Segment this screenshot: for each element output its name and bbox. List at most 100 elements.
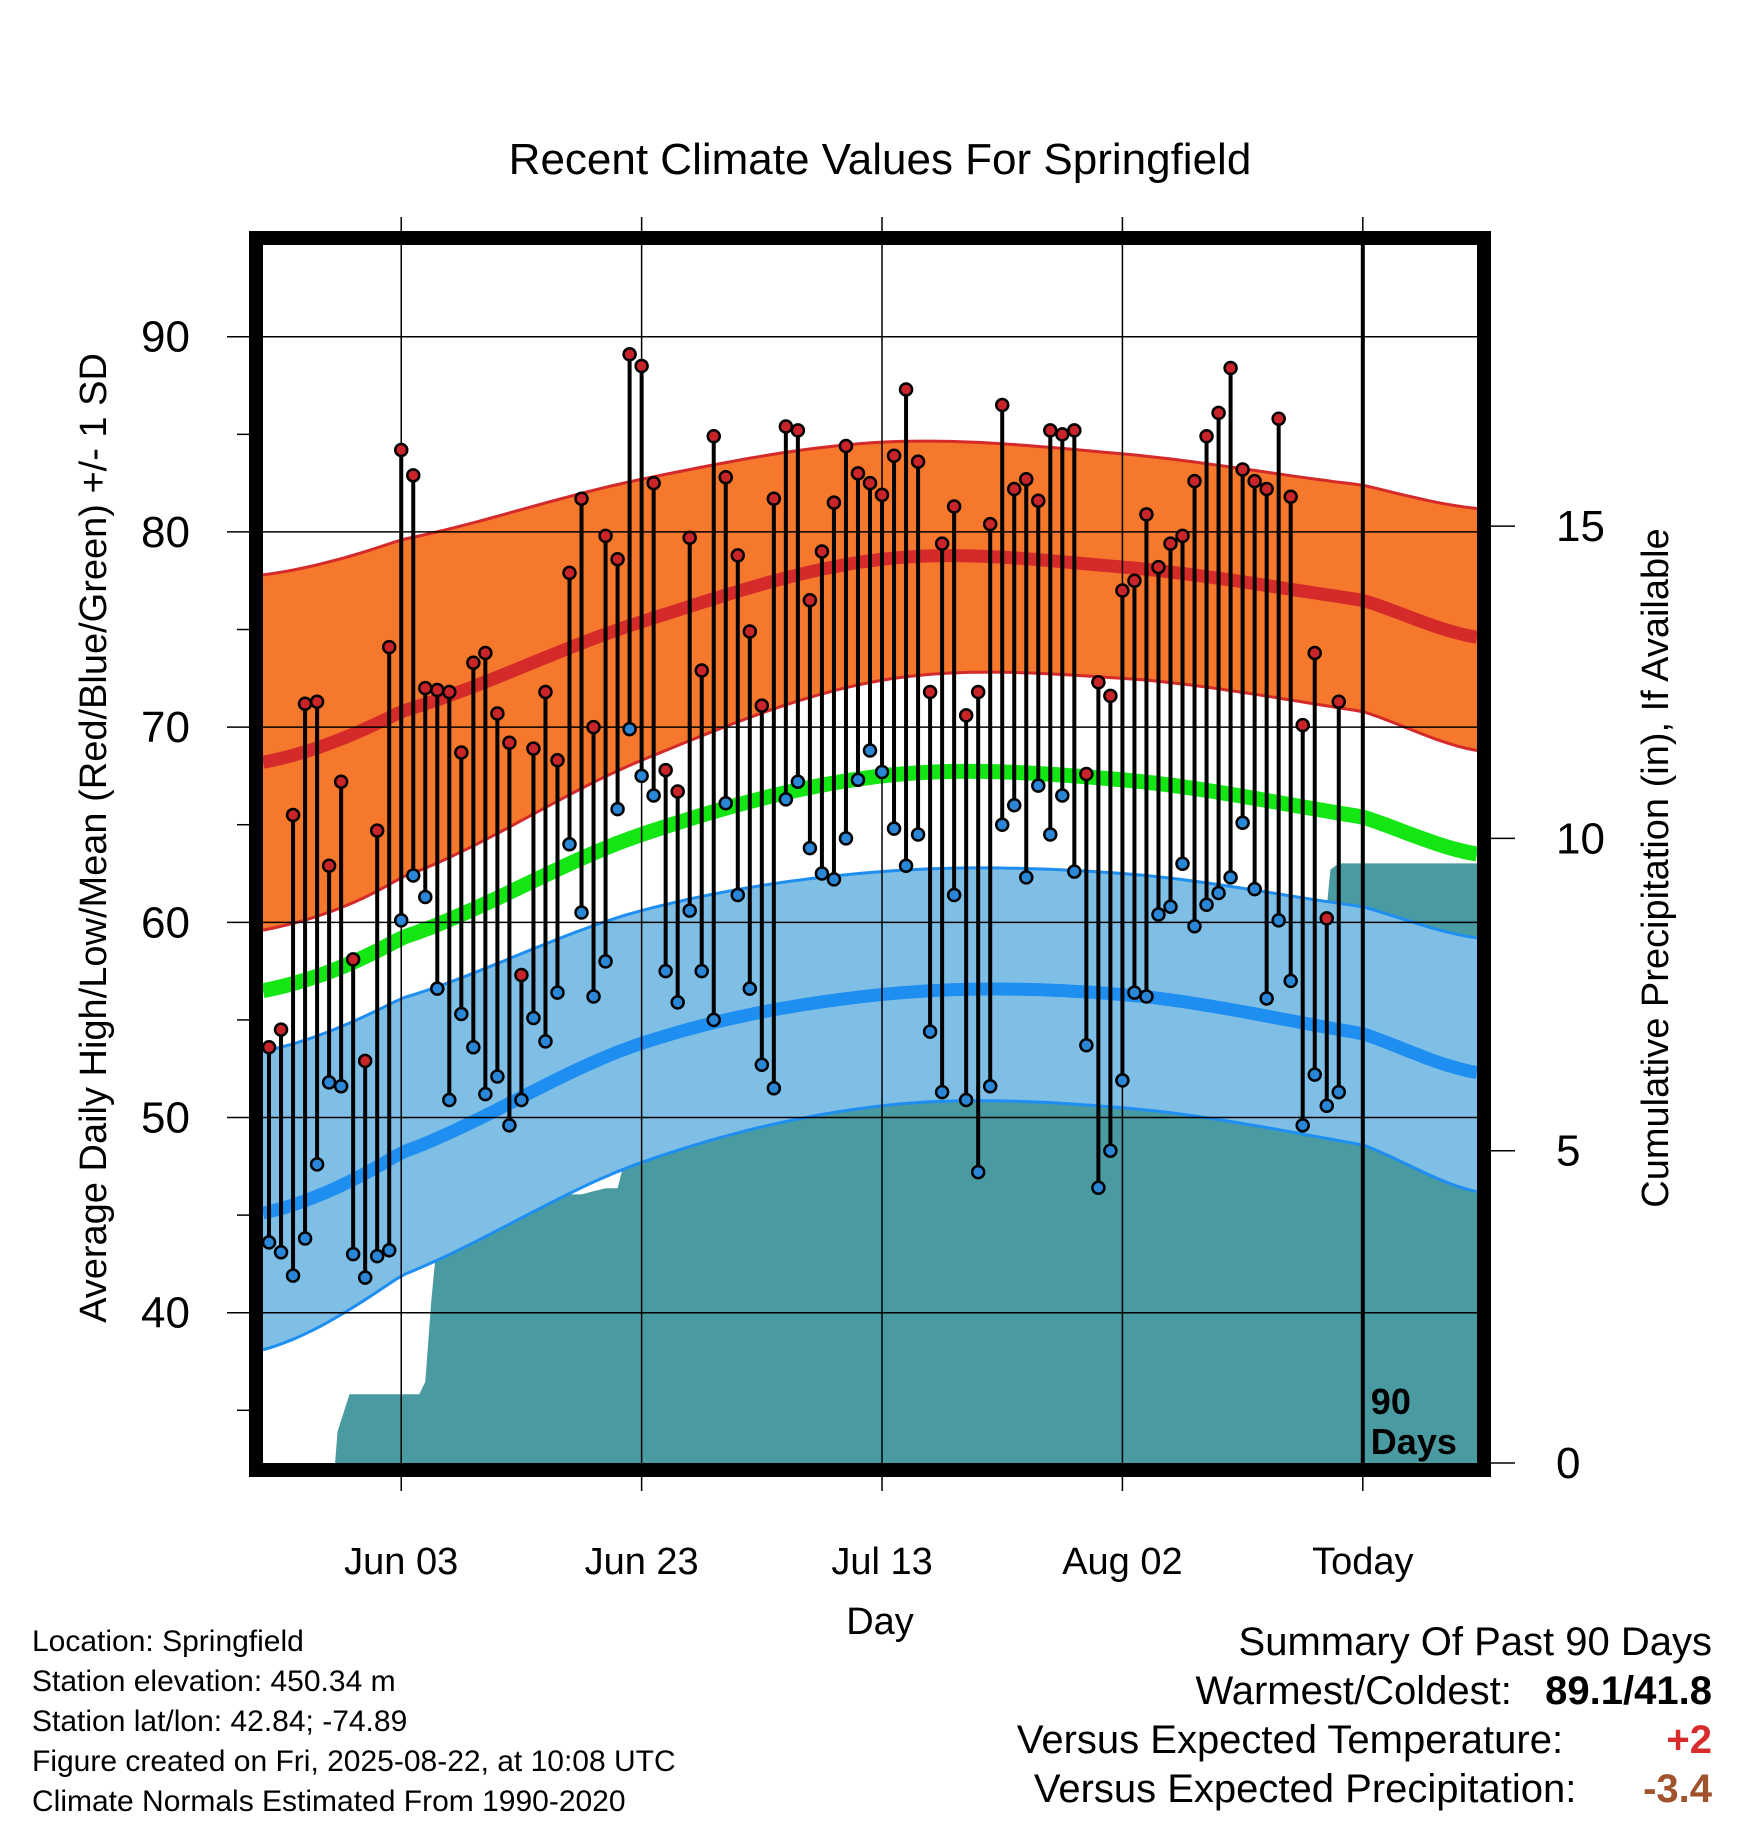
daily-high-point-54	[910, 454, 926, 469]
daily-low-point-60	[982, 1079, 998, 1094]
daily-high-point-35	[682, 530, 697, 546]
daily-high-point-43	[778, 419, 794, 434]
y-tick-label-2: 60	[141, 898, 190, 947]
daily-high-point-82	[1247, 473, 1262, 489]
daily-high-point-7	[345, 952, 361, 967]
daily-high-point-75	[1163, 536, 1178, 551]
daily-low-point-37	[706, 1012, 721, 1028]
normal-low-upper-line	[263, 866, 1477, 1053]
daily-high-point-36	[694, 663, 709, 678]
daily-low-point-81	[1235, 815, 1250, 831]
daily-high-point-76	[1175, 528, 1190, 544]
daily-low-point-77	[1187, 918, 1202, 934]
temp-value: +2	[1666, 1718, 1712, 1762]
daily-high-point-51	[874, 487, 890, 503]
today-days-number: 90	[1371, 1381, 1411, 1422]
daily-low-point-73	[1139, 989, 1154, 1004]
precip-value: -3.4	[1643, 1767, 1712, 1811]
daily-low-point-31	[634, 768, 649, 784]
daily-high-point-3	[297, 696, 313, 711]
daily-high-point-21	[514, 967, 529, 983]
daily-low-point-0	[263, 1235, 277, 1250]
daily-low-point-35	[682, 903, 697, 918]
daily-high-point-15	[442, 684, 457, 700]
daily-high-point-62	[1006, 481, 1022, 497]
daily-low-point-14	[430, 981, 445, 996]
x-tick-label-0: Jun 03	[344, 1541, 458, 1583]
daily-high-point-25	[562, 565, 577, 581]
daily-high-point-31	[634, 358, 649, 374]
daily-high-point-28	[598, 528, 613, 544]
daily-high-point-5	[321, 858, 337, 873]
daily-high-point-37	[706, 429, 721, 444]
elevation-text: Station elevation: 450.34 m	[32, 1665, 396, 1698]
normal-high-band	[263, 441, 1477, 931]
daily-high-point-68	[1079, 766, 1094, 782]
daily-high-point-19	[490, 706, 505, 721]
daily-high-point-8	[357, 1053, 373, 1069]
chart-title: Recent Climate Values For Springfield	[509, 135, 1252, 184]
daily-low-point-78	[1199, 897, 1214, 912]
daily-high-point-22	[526, 741, 541, 756]
daily-low-point-30	[622, 721, 637, 737]
daily-low-point-55	[922, 1024, 938, 1039]
y-tick-label-4: 80	[141, 508, 190, 557]
daily-high-point-65	[1043, 423, 1058, 438]
daily-high-point-50	[862, 475, 878, 491]
warm-cold-label: Warmest/Coldest:	[1195, 1669, 1512, 1713]
daily-low-point-41	[754, 1057, 770, 1073]
daily-low-point-61	[994, 817, 1010, 832]
daily-low-point-44	[790, 774, 806, 790]
daily-high-point-11	[393, 442, 409, 458]
daily-high-point-24	[550, 753, 565, 768]
daily-high-point-40	[742, 624, 758, 639]
daily-low-point-76	[1175, 856, 1190, 872]
y2-tick-label-0: 0	[1556, 1439, 1580, 1488]
x-axis-label: Day	[846, 1601, 914, 1643]
daily-high-point-16	[454, 745, 469, 760]
daily-low-point-84	[1271, 913, 1286, 928]
daily-low-point-51	[874, 764, 890, 780]
x-tick-label-4: Today	[1312, 1541, 1413, 1583]
daily-high-point-53	[898, 382, 914, 397]
y2-tick-label-2: 10	[1556, 814, 1605, 863]
daily-low-point-53	[898, 858, 914, 873]
daily-low-point-27	[586, 989, 601, 1004]
daily-low-point-12	[405, 868, 421, 883]
daily-low-point-4	[309, 1157, 325, 1172]
daily-low-point-62	[1006, 797, 1022, 813]
daily-low-point-36	[694, 963, 709, 979]
daily-low-point-56	[934, 1084, 950, 1100]
daily-high-point-67	[1067, 423, 1082, 438]
daily-low-point-75	[1163, 899, 1178, 914]
daily-high-point-18	[478, 645, 493, 661]
daily-high-point-45	[802, 593, 818, 608]
normal-high-upper-line	[263, 439, 1477, 577]
daily-high-point-78	[1199, 429, 1214, 444]
daily-high-point-56	[934, 536, 950, 551]
station-info: Location: Springfield Station elevation:…	[32, 1622, 676, 1822]
daily-high-point-59	[970, 684, 986, 700]
normal-low-lower-line	[263, 1099, 1477, 1352]
daily-high-point-29	[610, 552, 625, 567]
daily-low-point-39	[730, 887, 746, 903]
daily-low-point-7	[345, 1246, 361, 1262]
daily-high-point-52	[886, 448, 902, 464]
daily-low-point-50	[862, 743, 878, 758]
daily-low-point-65	[1043, 827, 1058, 842]
plot-frame	[249, 231, 1491, 1477]
daily-low-point-33	[658, 963, 673, 979]
daily-high-point-63	[1019, 471, 1034, 487]
daily-high-point-27	[586, 719, 601, 735]
daily-high-point-64	[1031, 493, 1046, 508]
daily-low-point-70	[1103, 1143, 1118, 1158]
daily-high-point-72	[1127, 573, 1142, 588]
daily-low-point-3	[297, 1231, 313, 1246]
daily-low-point-23	[538, 1034, 553, 1049]
daily-low-point-66	[1055, 788, 1070, 803]
daily-low-point-85	[1283, 973, 1298, 989]
daily-high-point-41	[754, 698, 770, 713]
daily-high-point-89	[1331, 694, 1347, 709]
daily-high-point-4	[309, 694, 325, 709]
